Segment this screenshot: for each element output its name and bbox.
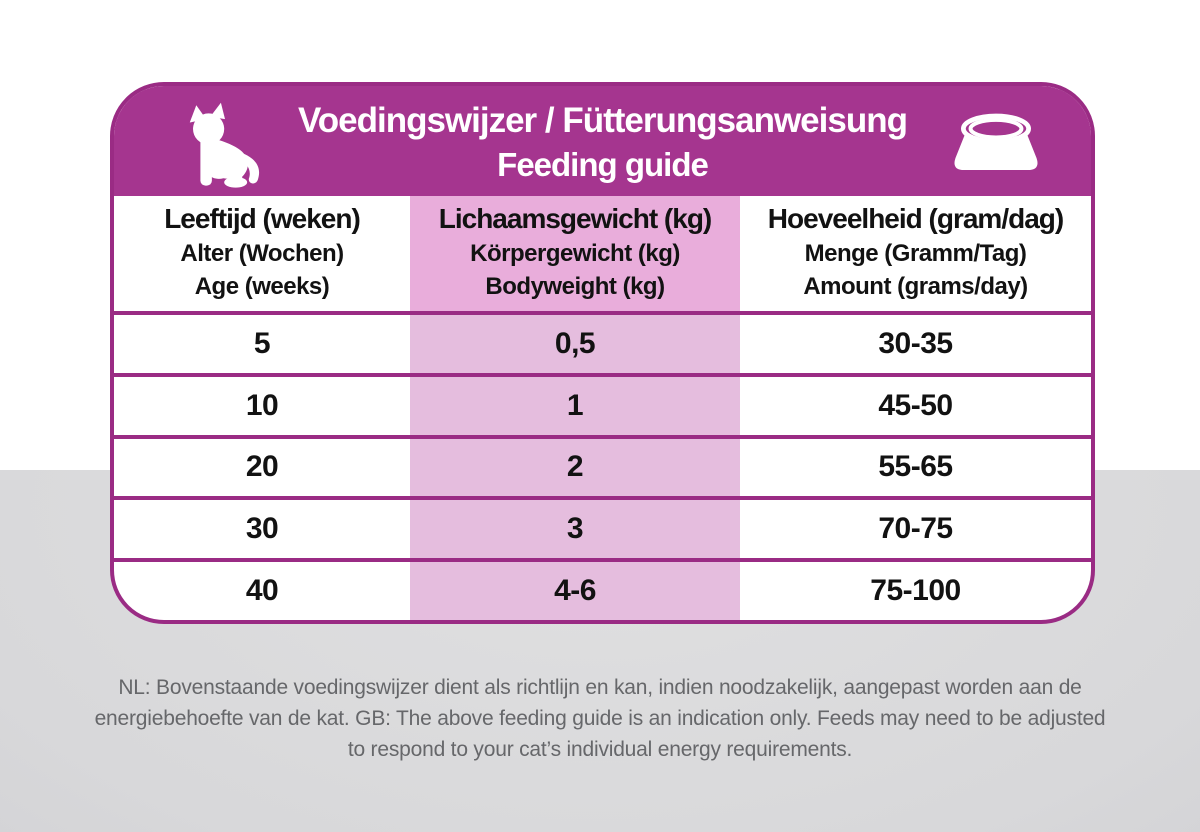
cell-age: 30	[245, 512, 279, 546]
cell-bodyweight: 1	[410, 376, 740, 435]
column-header-line: Menge (Gramm/Tag)	[804, 240, 1027, 267]
column-header-line: Lichaamsgewicht (kg)	[438, 203, 713, 234]
card-header: Voedingswijzer / Fütterungsanweisung Fee…	[114, 86, 1091, 196]
cell-bodyweight: 3	[410, 500, 740, 559]
cell-amount: 70-75	[878, 512, 953, 546]
table-row: 5 0,5 30-35	[114, 311, 1091, 373]
column-header-bodyweight: Lichaamsgewicht (kg) Körpergewicht (kg) …	[410, 196, 740, 311]
cell-age: 10	[245, 388, 279, 422]
card-title-block: Voedingswijzer / Fütterungsanweisung Fee…	[298, 98, 908, 186]
pet-bowl-icon	[943, 108, 1049, 178]
footer-note-line: to respond to your cat’s individual ener…	[347, 738, 853, 761]
footer-note-line: NL: Bovenstaande voedingswijzer dient al…	[118, 676, 1082, 699]
column-header-line: Alter (Wochen)	[180, 240, 344, 267]
column-header-line: Bodyweight (kg)	[485, 273, 665, 300]
card-subtitle: Feeding guide	[497, 146, 709, 183]
column-header-line: Körpergewicht (kg)	[470, 240, 680, 267]
cell-bodyweight: 4-6	[410, 562, 740, 620]
card-title: Voedingswijzer / Fütterungsanweisung	[298, 101, 908, 140]
cell-bodyweight: 2	[410, 438, 740, 497]
table-row: 30 3 70-75	[114, 496, 1091, 559]
column-header-age: Leeftijd (weken) Alter (Wochen) Age (wee…	[114, 196, 410, 311]
column-header-line: Hoeveelheid (gram/dag)	[767, 203, 1064, 234]
cell-amount: 75-100	[870, 574, 961, 608]
cell-amount: 55-65	[878, 450, 953, 484]
cell-age: 40	[245, 574, 279, 608]
column-header-line: Amount (grams/day)	[803, 273, 1028, 300]
cell-age: 5	[253, 326, 271, 360]
cell-amount: 30-35	[878, 326, 953, 360]
table-row: 10 1 45-50	[114, 372, 1091, 435]
cell-age: 20	[245, 450, 279, 484]
table-row: 20 2 55-65	[114, 434, 1091, 497]
column-header-amount: Hoeveelheid (gram/dag) Menge (Gramm/Tag)…	[740, 196, 1091, 311]
table-row: 40 4-6 75-100	[114, 558, 1091, 620]
column-header-line: Age (weeks)	[194, 273, 330, 300]
table-header-row: Leeftijd (weken) Alter (Wochen) Age (wee…	[114, 196, 1091, 311]
cell-amount: 45-50	[878, 388, 953, 422]
footer-note: NL: Bovenstaande voedingswijzer dient al…	[0, 672, 1200, 765]
cat-silhouette-icon	[184, 97, 266, 193]
feeding-guide-card: Voedingswijzer / Fütterungsanweisung Fee…	[110, 82, 1095, 624]
footer-note-line: energiebehoefte van de kat. GB: The abov…	[94, 707, 1106, 730]
column-header-line: Leeftijd (weken)	[164, 203, 361, 234]
cell-bodyweight: 0,5	[410, 315, 740, 373]
